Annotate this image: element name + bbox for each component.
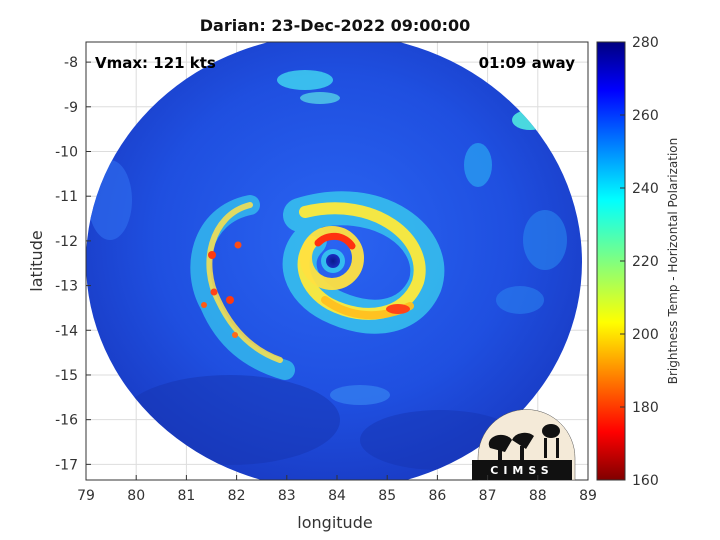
y-tick-label: -11	[55, 189, 78, 205]
y-tick-label: -13	[55, 279, 78, 295]
x-tick-label: 85	[378, 488, 396, 504]
x-axis-label: longitude	[297, 513, 372, 532]
y-tick-label: -17	[55, 457, 78, 473]
convective-cell	[234, 241, 242, 249]
y-tick-label: -9	[64, 100, 78, 116]
y-axis-label: latitude	[27, 230, 46, 291]
y-tick-label: -14	[55, 323, 78, 339]
colorbar-tick-label: 240	[632, 181, 659, 197]
x-tick-label: 84	[328, 488, 346, 504]
satellite-dish-icon	[488, 434, 512, 452]
satellite-swath	[86, 42, 582, 480]
convective-core-south	[386, 304, 410, 314]
convective-cell	[208, 251, 216, 259]
colorbar-tick-label: 260	[632, 108, 659, 124]
outer-rainband	[190, 195, 295, 380]
figure-title: Darian: 23-Dec-2022 09:00:00	[200, 16, 470, 35]
x-tick-label: 88	[529, 488, 547, 504]
cloud-patch-southeast	[496, 286, 544, 314]
convective-cell	[226, 296, 234, 304]
outer-rainband-core	[206, 202, 283, 363]
x-tick-label: 80	[127, 488, 145, 504]
tower-leg-icon	[556, 438, 559, 458]
cloud-patch-east-2	[523, 210, 567, 270]
x-axis-ticks: 79 80 81 82 83 84 85 86 87 88 89	[77, 475, 597, 504]
convective-cell	[201, 302, 207, 308]
y-tick-label: -16	[55, 413, 78, 429]
cloud-patch-north	[277, 70, 333, 90]
colorbar-tick-label: 220	[632, 254, 659, 270]
x-tick-label: 79	[77, 488, 95, 504]
cimss-logo: CIMSS	[472, 409, 576, 481]
colorbar-tick-label: 200	[632, 327, 659, 343]
water-tower-icon	[542, 424, 560, 438]
y-tick-label: -10	[55, 145, 78, 161]
x-tick-label: 82	[228, 488, 246, 504]
eyewall	[300, 226, 364, 290]
x-tick-label: 86	[428, 488, 446, 504]
logo-band	[472, 460, 572, 480]
cloud-patch-south	[330, 385, 390, 405]
y-axis-ticks: -8 -9 -10 -11 -12 -13 -14 -15 -16 -17	[55, 55, 91, 473]
colorbar-tick-label: 160	[632, 473, 659, 489]
colorbar-label: Brightness Temp - Horizontal Polarizatio…	[666, 138, 680, 385]
dish-stand-icon	[498, 450, 502, 460]
y-tick-label: -15	[55, 368, 78, 384]
x-tick-label: 87	[479, 488, 497, 504]
x-tick-label: 83	[278, 488, 296, 504]
tower-leg-icon	[544, 438, 547, 458]
convective-cell	[232, 332, 238, 338]
convective-cell	[210, 288, 218, 296]
x-tick-label: 81	[177, 488, 195, 504]
storm-eye	[326, 254, 340, 268]
logo-text: CIMSS	[490, 464, 553, 477]
time-away-label: 01:09 away	[479, 54, 576, 72]
colorbar-tick-label: 280	[632, 35, 659, 51]
cloud-patch-east	[464, 143, 492, 187]
vmax-label: Vmax: 121 kts	[95, 54, 216, 72]
y-tick-label: -12	[55, 234, 78, 250]
cloud-patch-north-2	[300, 92, 340, 104]
y-tick-label: -8	[64, 55, 78, 71]
satellite-dish-icon	[512, 432, 534, 449]
dish-stand-icon	[520, 446, 524, 460]
colorbar-tick-label: 180	[632, 400, 659, 416]
colorbar-ticks: 280 260 240 220 200 180 160	[620, 35, 659, 489]
x-tick-label: 89	[579, 488, 597, 504]
eyewall-cold-core	[314, 232, 356, 250]
